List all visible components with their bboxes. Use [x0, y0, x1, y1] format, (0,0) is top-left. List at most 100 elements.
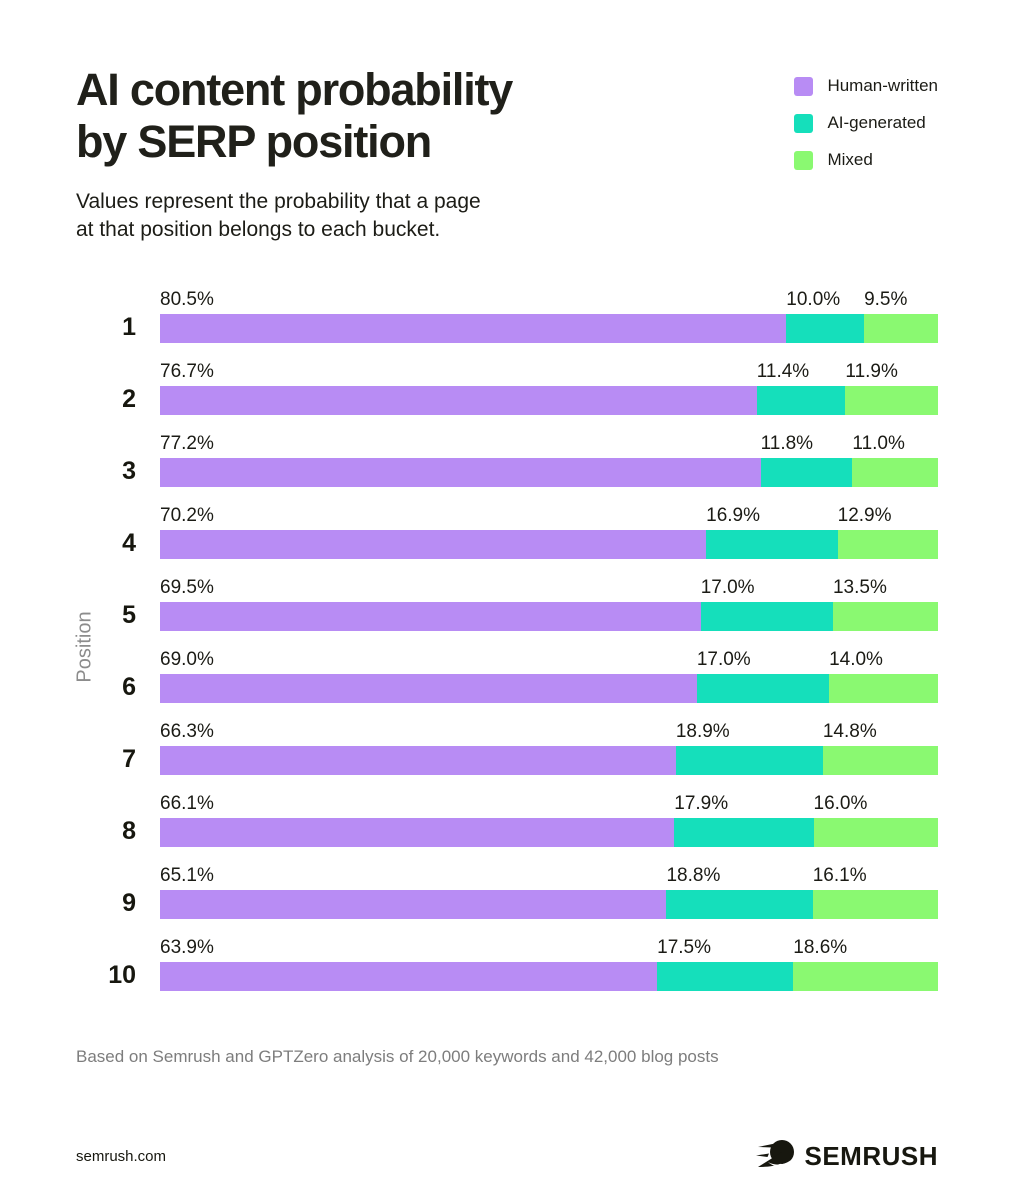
chart-row-position-5: 5 69.5% 17.0% 13.5% — [76, 575, 938, 647]
value-label-human-written: 63.9% — [160, 937, 214, 959]
value-label-ai-generated: 17.5% — [657, 937, 712, 959]
value-labels: 66.1% 17.9% 16.0% — [160, 791, 938, 818]
chart-row-position-3: 3 77.2% 11.8% 11.0% — [76, 431, 938, 503]
legend-label: Human-written — [827, 76, 938, 95]
source-note: Based on Semrush and GPTZero analysis of… — [76, 1047, 719, 1067]
value-labels: 65.1% 18.8% 16.1% — [160, 863, 938, 890]
value-label-ai-generated: 17.0% — [696, 649, 751, 671]
value-label-human-written: 69.5% — [160, 577, 214, 599]
title-line-2: by SERP position — [76, 115, 432, 167]
bar-segment-ai-generated — [756, 386, 846, 416]
subtitle-line-1: Values represent the probability that a … — [76, 189, 481, 213]
value-label-mixed: 16.0% — [813, 793, 868, 815]
semrush-comet-icon — [756, 1138, 796, 1174]
position-tick-label: 7 — [122, 745, 136, 774]
bar-segment-ai-generated — [657, 962, 794, 992]
position-tick-label: 1 — [122, 313, 136, 342]
value-label-ai-generated: 10.0% — [786, 289, 841, 311]
value-label-mixed: 11.9% — [845, 361, 898, 383]
bottom-bar: semrush.com SEMRUSH — [76, 1138, 938, 1174]
bar-segment-ai-generated — [786, 314, 865, 344]
stacked-bar — [160, 530, 938, 560]
legend-item-mixed: Mixed — [794, 150, 938, 170]
value-label-human-written: 76.7% — [160, 361, 214, 383]
bar-segment-mixed — [813, 818, 938, 848]
position-tick-label: 4 — [122, 529, 136, 558]
stacked-bar — [160, 818, 938, 848]
bar-segment-mixed — [812, 890, 938, 920]
stacked-bar — [160, 314, 938, 344]
value-label-mixed: 13.5% — [832, 577, 887, 599]
stacked-bar — [160, 458, 938, 488]
bar-segment-human-written — [160, 602, 701, 632]
bar-segment-human-written — [160, 458, 761, 488]
position-tick-label: 9 — [122, 889, 136, 918]
chart-row-position-4: 4 70.2% 16.9% 12.9% — [76, 503, 938, 575]
title-line-1: AI content probability — [76, 64, 513, 115]
bars: 1 80.5% 10.0% 9.5% 2 76.7% 11.4% 11.9% 3 77.2% 11.… — [76, 287, 938, 1007]
stacked-bar — [160, 386, 938, 416]
bar-segment-human-written — [160, 890, 667, 920]
stacked-bar — [160, 674, 938, 704]
value-label-ai-generated: 18.9% — [675, 721, 730, 743]
chart-row-position-8: 8 66.1% 17.9% 16.0% — [76, 791, 938, 863]
subtitle: Values represent the probability that a … — [76, 188, 938, 246]
bar-segment-human-written — [160, 314, 787, 344]
legend: Human-written AI-generated Mixed — [794, 76, 938, 170]
mixed-swatch-icon — [794, 150, 814, 170]
stacked-bar — [160, 890, 938, 920]
value-labels: 66.3% 18.9% 14.8% — [160, 719, 938, 746]
chart-row-position-2: 2 76.7% 11.4% 11.9% — [76, 359, 938, 431]
position-tick-label: 6 — [122, 673, 136, 702]
value-labels: 69.0% 17.0% 14.0% — [160, 647, 938, 674]
bar-segment-mixed — [837, 530, 938, 560]
bar-segment-ai-generated — [674, 818, 814, 848]
position-tick-label: 2 — [122, 385, 136, 414]
bar-segment-mixed — [845, 386, 938, 416]
value-label-human-written: 65.1% — [160, 865, 214, 887]
ai-generated-swatch-icon — [794, 113, 814, 133]
bar-segment-human-written — [160, 962, 658, 992]
value-label-human-written: 77.2% — [160, 433, 214, 455]
legend-label: AI-generated — [827, 113, 926, 132]
value-label-human-written: 70.2% — [160, 505, 214, 527]
legend-item-ai-generated: AI-generated — [794, 113, 938, 133]
stacked-bar — [160, 962, 938, 992]
value-label-human-written: 80.5% — [160, 289, 214, 311]
value-label-ai-generated: 11.8% — [760, 433, 814, 455]
semrush-wordmark: SEMRUSH — [804, 1140, 938, 1171]
position-tick-label: 10 — [108, 961, 136, 990]
position-tick-label: 3 — [122, 457, 136, 486]
value-label-mixed: 11.0% — [852, 433, 905, 455]
bar-segment-human-written — [160, 386, 757, 416]
bar-segment-human-written — [160, 530, 707, 560]
value-label-mixed: 12.9% — [837, 505, 892, 527]
header: AI content probability by SERP position … — [0, 0, 1014, 245]
chart-row-position-10: 10 63.9% 17.5% 18.6% — [76, 935, 938, 1007]
value-labels: 76.7% 11.4% 11.9% — [160, 359, 938, 386]
stacked-bar — [160, 746, 938, 776]
value-label-human-written: 66.3% — [160, 721, 214, 743]
legend-item-human-written: Human-written — [794, 76, 938, 96]
value-label-ai-generated: 17.0% — [700, 577, 755, 599]
bar-segment-ai-generated — [675, 746, 823, 776]
semrush-logo: SEMRUSH — [756, 1138, 938, 1174]
bar-segment-ai-generated — [700, 602, 833, 632]
value-labels: 77.2% 11.8% 11.0% — [160, 431, 938, 458]
value-label-mixed: 18.6% — [793, 937, 848, 959]
bar-segment-ai-generated — [666, 890, 813, 920]
value-label-mixed: 14.8% — [822, 721, 877, 743]
stacked-bar-chart: Position 1 80.5% 10.0% 9.5% 2 76.7% 11.4% 11.9%… — [74, 287, 938, 1007]
value-label-ai-generated: 17.9% — [674, 793, 729, 815]
chart-row-position-1: 1 80.5% 10.0% 9.5% — [76, 287, 938, 359]
value-label-mixed: 14.0% — [829, 649, 883, 671]
bar-segment-mixed — [793, 962, 938, 992]
page-title: AI content probability by SERP position — [76, 64, 938, 168]
bar-segment-mixed — [832, 602, 938, 632]
value-label-human-written: 66.1% — [160, 793, 214, 815]
human-written-swatch-icon — [794, 76, 814, 96]
value-label-ai-generated: 16.9% — [706, 505, 761, 527]
value-label-ai-generated: 11.4% — [756, 361, 810, 383]
website-url: semrush.com — [76, 1147, 167, 1165]
